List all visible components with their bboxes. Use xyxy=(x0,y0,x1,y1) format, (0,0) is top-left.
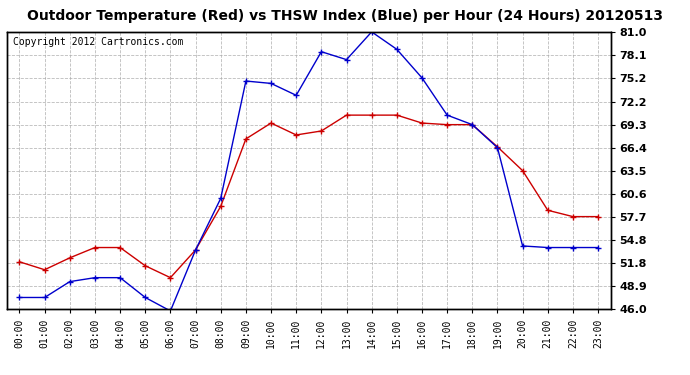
Text: Copyright 2012 Cartronics.com: Copyright 2012 Cartronics.com xyxy=(13,38,184,47)
Text: Outdoor Temperature (Red) vs THSW Index (Blue) per Hour (24 Hours) 20120513: Outdoor Temperature (Red) vs THSW Index … xyxy=(27,9,663,23)
